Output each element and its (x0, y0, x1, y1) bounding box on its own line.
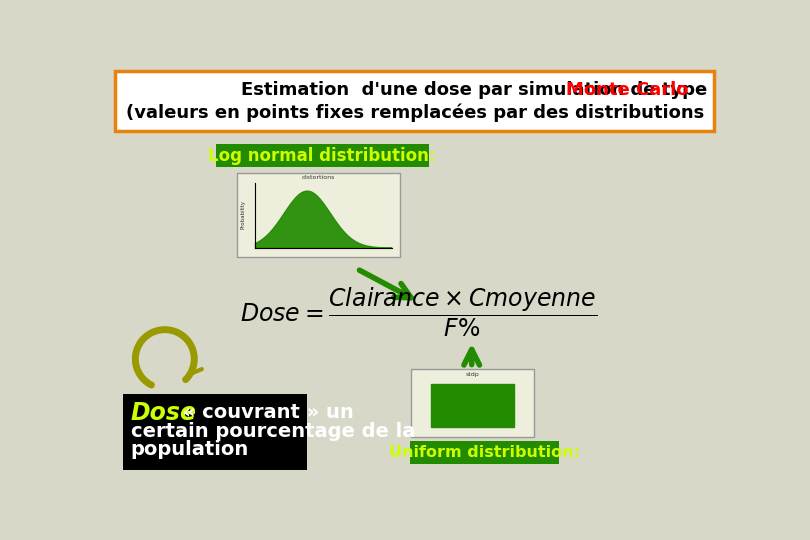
Text: certain pourcentage de la: certain pourcentage de la (130, 422, 415, 441)
Text: Estimation  d'une dose par simulation de type: Estimation d'une dose par simulation de … (241, 81, 726, 99)
FancyBboxPatch shape (216, 144, 429, 167)
Polygon shape (255, 191, 392, 248)
Text: stdp: stdp (466, 372, 480, 377)
Text: Probability: Probability (241, 200, 245, 230)
FancyBboxPatch shape (411, 369, 534, 437)
Text: Uniform distribution:: Uniform distribution: (389, 444, 580, 460)
Text: (valeurs en points fixes remplacées par des distributions: (valeurs en points fixes remplacées par … (126, 103, 704, 122)
FancyBboxPatch shape (237, 173, 399, 257)
Text: Log normal distribution:: Log normal distribution: (208, 147, 436, 165)
Text: $\mathit{Dose} = \dfrac{\mathit{Clairance} \times \mathit{Cmoyenne}}{\mathit{F\%: $\mathit{Dose} = \dfrac{\mathit{Clairanc… (241, 286, 598, 340)
Text: distortions: distortions (301, 176, 335, 180)
Polygon shape (431, 383, 514, 428)
FancyBboxPatch shape (123, 394, 308, 470)
Text: population: population (130, 440, 249, 460)
FancyBboxPatch shape (410, 441, 559, 464)
FancyBboxPatch shape (115, 71, 714, 131)
Text: Dose: Dose (130, 401, 197, 425)
Text: « couvrant » un: « couvrant » un (176, 403, 353, 422)
Text: Monte Carlo: Monte Carlo (566, 81, 688, 99)
